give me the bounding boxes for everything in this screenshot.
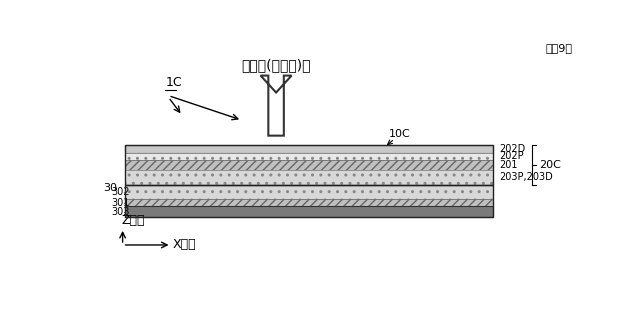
Polygon shape — [260, 76, 292, 136]
Bar — [125, 145, 493, 153]
Bar — [125, 160, 493, 170]
Text: 30: 30 — [103, 183, 117, 193]
Text: 202P: 202P — [499, 151, 524, 161]
Text: 303: 303 — [111, 207, 129, 217]
Bar — [125, 199, 493, 206]
Bar — [125, 185, 493, 217]
Text: 201: 201 — [499, 160, 518, 170]
Text: 203P,203D: 203P,203D — [499, 172, 553, 182]
Bar — [125, 170, 493, 185]
Text: 表示面(操作面)側: 表示面(操作面)側 — [241, 58, 311, 72]
Bar — [125, 206, 493, 217]
Text: X方向: X方向 — [173, 239, 196, 252]
Text: 10C: 10C — [388, 129, 410, 139]
Text: 301: 301 — [111, 198, 129, 208]
Text: Z方向: Z方向 — [121, 214, 145, 226]
Bar — [125, 185, 493, 199]
Text: 302: 302 — [111, 187, 129, 197]
Bar — [125, 153, 493, 160]
Text: 20C: 20C — [540, 160, 561, 170]
Bar — [125, 145, 493, 185]
Text: 1C: 1C — [165, 76, 182, 89]
Text: 202D: 202D — [499, 144, 525, 154]
Text: 【図9】: 【図9】 — [545, 43, 572, 53]
